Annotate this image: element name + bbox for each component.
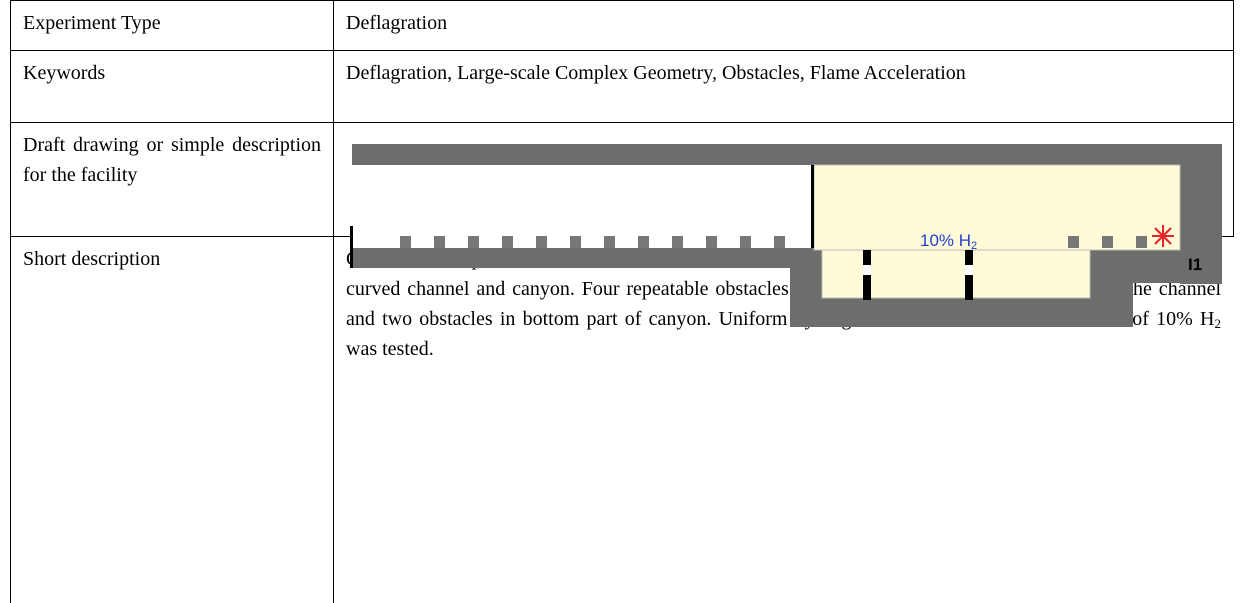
value: Deflagration, Large-scale Complex Geomet… — [346, 62, 966, 84]
wall-end — [350, 226, 353, 268]
border — [10, 0, 1234, 1]
label: Keywords — [23, 62, 106, 84]
canyon — [821, 249, 1091, 299]
border — [333, 0, 334, 603]
value: Deflagration — [346, 12, 448, 34]
label: Experiment Type — [23, 12, 161, 34]
obstacles — [400, 236, 1147, 248]
label: Short description — [23, 248, 161, 270]
border — [1233, 0, 1234, 237]
mixture-label: 10% H2 — [920, 231, 977, 252]
subscript: 2 — [1214, 316, 1222, 331]
compartment — [813, 164, 1181, 251]
sensor-label: I1 — [1188, 255, 1202, 274]
text: was tested. — [346, 338, 434, 360]
ignition — [1152, 225, 1174, 247]
label: Draft drawing or simple description for … — [23, 134, 321, 186]
border — [10, 122, 1234, 123]
canyon-obstacles — [863, 250, 973, 300]
subscript: 2 — [971, 240, 977, 252]
membrane — [811, 165, 814, 248]
channel — [353, 165, 812, 248]
border — [10, 50, 1234, 51]
border — [10, 0, 11, 603]
text: 10% H — [920, 231, 971, 250]
